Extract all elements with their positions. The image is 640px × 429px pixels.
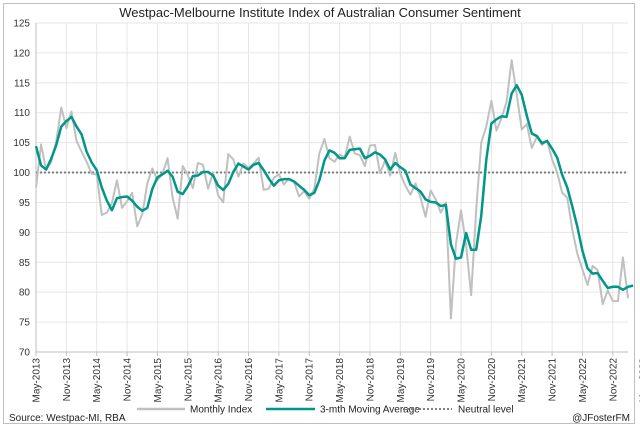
x-tick-label: Nov-2015 bbox=[183, 358, 194, 402]
x-tick-label: May-2018 bbox=[335, 358, 346, 403]
y-tick-label: 120 bbox=[13, 48, 30, 59]
y-tick-label: 105 bbox=[13, 138, 30, 149]
x-tick-label: Nov-2017 bbox=[305, 358, 316, 402]
credit-handle: @JFosterFM bbox=[572, 413, 630, 424]
x-tick-labels: May-2013 Nov-2013 May-2014 Nov-2014 May-2015… bbox=[32, 358, 640, 403]
x-tick-label: May-2019 bbox=[396, 358, 407, 403]
y-tick-label: 85 bbox=[19, 258, 31, 269]
x-tick-label: May-2022 bbox=[578, 358, 589, 403]
x-tick-label: May-2020 bbox=[457, 358, 468, 403]
x-tick-label: Nov-2020 bbox=[487, 358, 498, 402]
legend-label-monthly: Monthly Index bbox=[190, 405, 252, 416]
x-tick-label: May-2015 bbox=[153, 358, 164, 403]
source-note: Source: Westpac-MI, RBA bbox=[9, 413, 126, 424]
x-tick-label: May-2013 bbox=[32, 358, 43, 403]
chart-title: Westpac-Melbourne Institute Index of Aus… bbox=[119, 5, 521, 20]
x-tick-label: May-2014 bbox=[92, 358, 103, 403]
legend-label-neutral: Neutral level bbox=[458, 405, 514, 416]
legend-label-moving-avg: 3-mth Moving Average bbox=[320, 405, 420, 416]
monthly-index-line bbox=[35, 59, 629, 320]
x-tick-label: May-2017 bbox=[274, 358, 285, 403]
x-tick-label: Nov-2013 bbox=[62, 358, 73, 402]
x-tick-label: Nov-2014 bbox=[123, 358, 134, 402]
x-tick-label: May-2016 bbox=[214, 358, 225, 403]
y-tick-label: 125 bbox=[13, 19, 30, 30]
x-tick-label: May-2021 bbox=[517, 358, 528, 403]
x-tick-label: Nov-2018 bbox=[365, 358, 376, 402]
y-tick-label: 70 bbox=[19, 348, 31, 359]
x-tick-label: Nov-2022 bbox=[608, 358, 619, 402]
x-tick-label: Nov-2021 bbox=[548, 358, 559, 402]
series-lines bbox=[34, 59, 634, 320]
chart-frame bbox=[3, 3, 635, 424]
y-tick-label: 90 bbox=[19, 228, 31, 239]
x-tick-label: Nov-2019 bbox=[426, 358, 437, 402]
y-tick-label: 110 bbox=[14, 108, 30, 119]
x-tick-label: Nov-2016 bbox=[244, 358, 255, 402]
y-tick-label: 95 bbox=[19, 198, 31, 209]
y-tick-label: 75 bbox=[19, 318, 31, 329]
y-tick-labels: 70 75 80 85 90 95 100 105 110 115 120 125 bbox=[13, 19, 30, 359]
y-tick-label: 115 bbox=[14, 78, 30, 89]
y-tick-label: 80 bbox=[19, 288, 31, 299]
x-tick-label: May-2023 bbox=[639, 358, 640, 403]
y-tick-label: 100 bbox=[13, 168, 30, 179]
moving-average-line bbox=[34, 83, 634, 292]
gridlines bbox=[35, 22, 628, 356]
legend: Monthly Index 3-mth Moving Average Neutr… bbox=[137, 405, 514, 416]
